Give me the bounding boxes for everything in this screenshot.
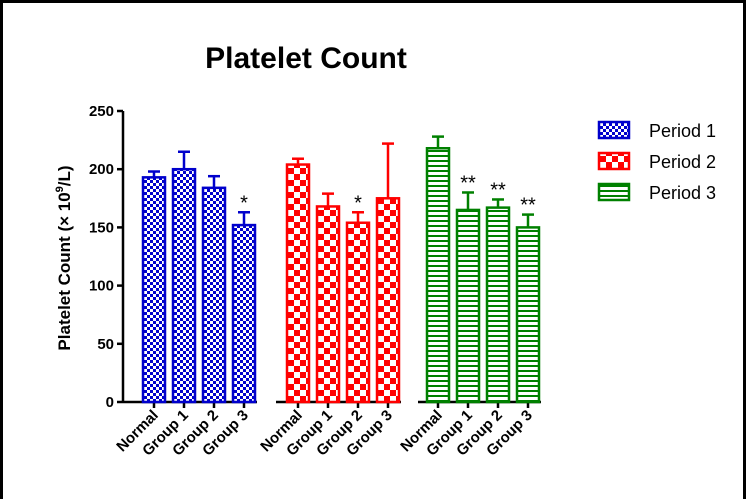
bar (171, 167, 197, 404)
y-axis-label-main: Platelet Count (× 10 (55, 192, 74, 350)
bar (201, 186, 227, 404)
significance-mark: ** (520, 195, 536, 217)
y-axis-label-sup: 9 (54, 186, 66, 192)
bars: * *** **** (141, 135, 541, 404)
y-tick-label: 200 (89, 161, 114, 178)
legend-swatch (597, 151, 631, 171)
bar (375, 197, 401, 404)
significance-mark: * (354, 192, 362, 214)
bar-group-3: ** ** ** (425, 135, 541, 404)
y-axis-label: Platelet Count (× 109/L) (54, 165, 74, 350)
chart-title: Platelet Count (205, 42, 407, 75)
y-tick-label: 150 (89, 219, 114, 236)
significance-mark: * (240, 192, 248, 214)
bar-group-1: * (141, 150, 257, 404)
bar (345, 221, 371, 404)
legend-swatch (597, 182, 631, 202)
bar (231, 223, 257, 404)
bar-group-2: * (285, 142, 401, 404)
legend-label: Period 3 (649, 183, 716, 203)
bar (315, 205, 341, 404)
legend-swatch (597, 120, 631, 140)
bar (425, 146, 451, 404)
bar (485, 206, 511, 404)
legend-label: Period 2 (649, 152, 716, 172)
y-tick-label: 50 (97, 336, 114, 353)
bar (141, 176, 167, 404)
bar (285, 163, 311, 404)
bar (455, 208, 481, 404)
y-tick-label: 250 (89, 103, 114, 120)
significance-mark: ** (490, 179, 506, 201)
y-tick-label: 100 (89, 278, 114, 295)
bar (515, 226, 541, 404)
legend: Period 1 Period 2 Period 3 (597, 120, 716, 203)
legend-label: Period 1 (649, 121, 716, 141)
significance-mark: ** (460, 172, 476, 194)
y-tick-label: 0 (106, 394, 114, 411)
y-axis-label-tail: /L) (55, 165, 74, 186)
